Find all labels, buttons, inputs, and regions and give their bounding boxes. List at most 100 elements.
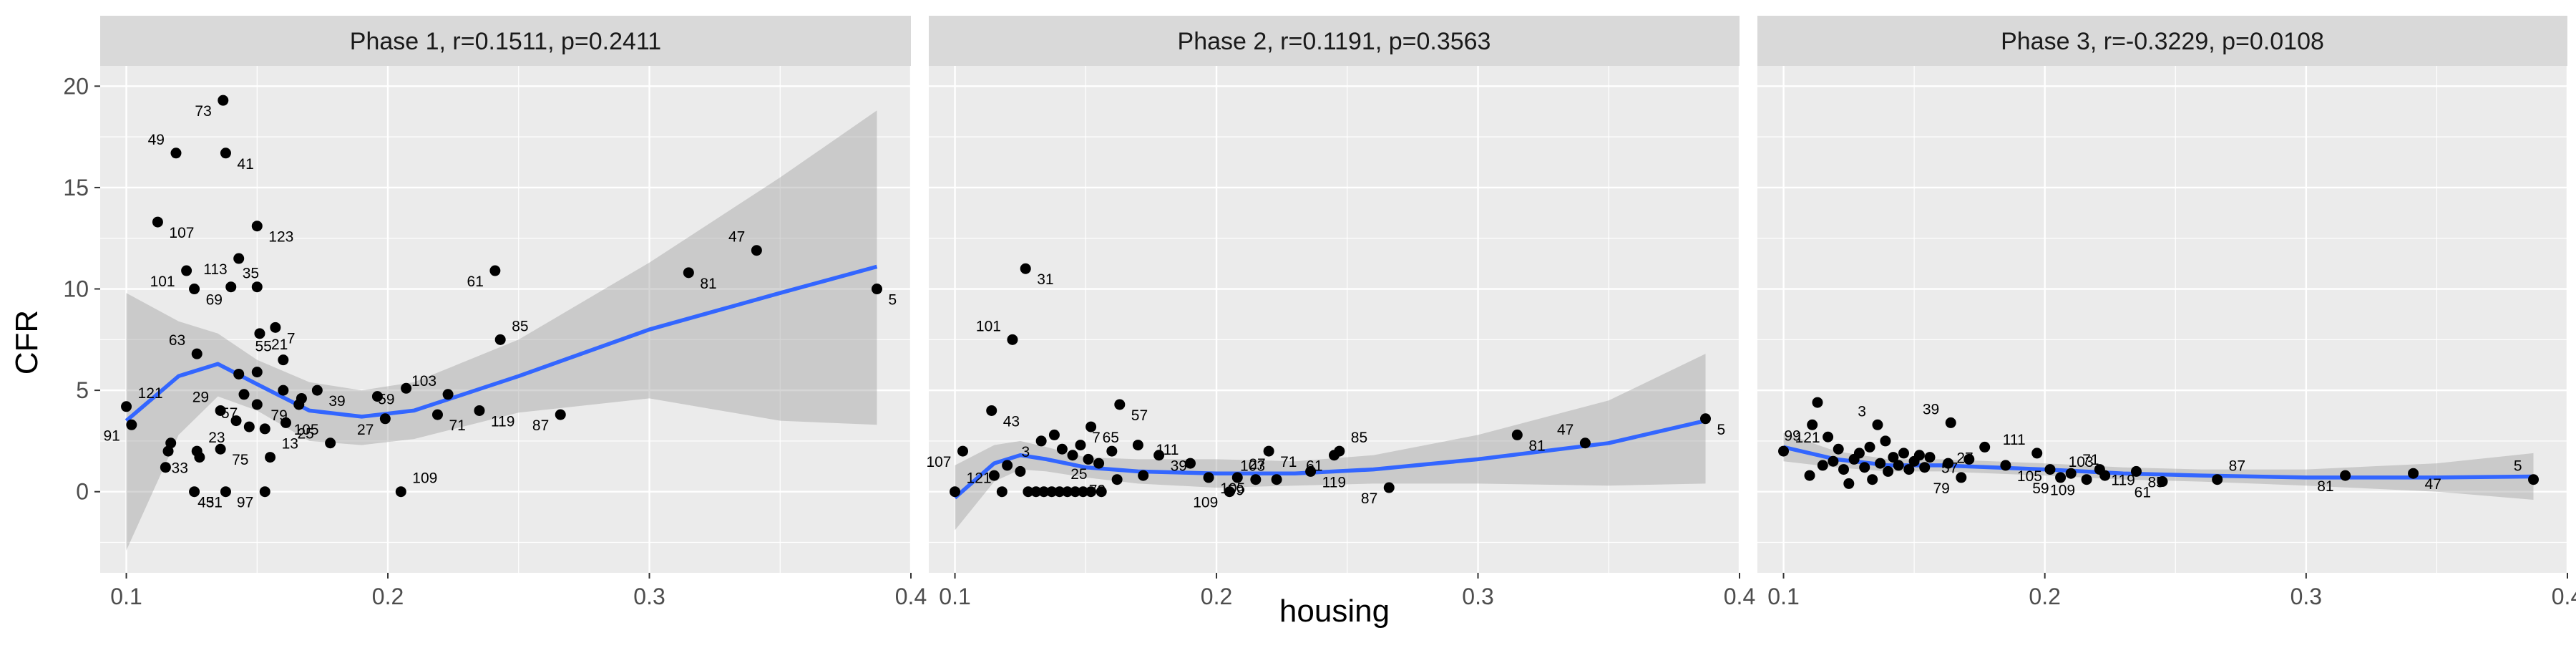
data-point (1020, 263, 1031, 274)
data-point (1804, 470, 1815, 481)
data-point (251, 281, 263, 293)
data-point (215, 443, 226, 455)
data-point (1888, 452, 1899, 463)
data-point (1875, 458, 1886, 469)
point-label: 121 (138, 385, 163, 402)
data-point (1883, 465, 1894, 477)
data-point (1898, 448, 1909, 459)
point-label: 87 (1361, 490, 1377, 507)
data-point (278, 354, 289, 366)
point-label: 23 (208, 430, 225, 446)
data-point (165, 437, 177, 449)
data-point (311, 385, 323, 396)
data-point (2157, 476, 2168, 488)
data-point (215, 405, 226, 416)
y-tick-label: 15 (63, 175, 89, 200)
point-label: 13 (282, 436, 298, 453)
data-point (395, 486, 406, 498)
data-point (181, 265, 192, 276)
point-label: 105 (2017, 468, 2042, 485)
data-point (1096, 486, 1107, 498)
point-label: 81 (1528, 437, 1545, 454)
point-label: 61 (1306, 458, 1322, 475)
y-tick-label: 5 (76, 377, 89, 403)
facet-strip-title: Phase 2, r=0.1191, p=0.3563 (1178, 28, 1491, 55)
y-tick-label: 10 (63, 276, 89, 302)
data-point (218, 95, 229, 106)
data-point (1048, 429, 1060, 440)
plot-panel (100, 66, 911, 573)
data-point (1838, 464, 1850, 475)
data-point (1843, 478, 1855, 489)
data-point (1859, 462, 1870, 473)
data-point (1070, 486, 1081, 498)
point-label: 59 (378, 391, 394, 407)
y-tick-label: 20 (63, 73, 89, 99)
data-point (1067, 450, 1078, 461)
point-label: 121 (1795, 430, 1820, 446)
point-label: 45 (197, 495, 214, 511)
data-point (1778, 445, 1790, 457)
x-tick-label: 0.2 (1201, 584, 1232, 609)
point-label: 87 (2229, 458, 2245, 475)
point-label: 113 (203, 261, 227, 278)
data-point (160, 462, 171, 473)
point-label: 71 (449, 417, 465, 434)
data-point (1056, 443, 1068, 455)
data-point (1817, 460, 1828, 471)
data-point (2000, 460, 2011, 471)
point-label: 63 (169, 332, 185, 349)
data-point (270, 321, 281, 333)
y-tick-label: 0 (76, 479, 89, 505)
data-point (1085, 421, 1097, 432)
data-point (1867, 474, 1878, 485)
data-point (2408, 468, 2419, 479)
data-point (1153, 450, 1165, 461)
x-axis-title: housing (1279, 594, 1390, 629)
point-label: 21 (271, 337, 288, 353)
data-point (1511, 429, 1523, 440)
data-point (1271, 474, 1282, 485)
x-tick-label: 0.1 (939, 584, 970, 609)
data-point (1138, 470, 1149, 481)
confidence-ribbon (955, 354, 1706, 531)
point-label: 31 (1037, 271, 1053, 288)
point-label: 105 (294, 422, 319, 438)
point-label: 65 (1103, 430, 1119, 446)
data-point (1828, 455, 1839, 467)
x-tick-label: 0.2 (372, 584, 404, 609)
point-label: 111 (1156, 442, 1179, 458)
facet-strip (929, 16, 1740, 66)
data-point (1114, 399, 1126, 410)
data-point (1903, 464, 1915, 475)
point-label: 57 (1131, 407, 1148, 424)
x-tick-label: 0.3 (633, 584, 665, 609)
point-label: 103 (2069, 454, 2094, 470)
data-point (162, 445, 174, 457)
point-label: 39 (1171, 458, 1187, 475)
point-label: 27 (1956, 450, 1973, 466)
data-point (1812, 397, 1823, 408)
point-label: 35 (243, 266, 259, 282)
data-point (126, 419, 137, 430)
data-point (1956, 472, 1967, 483)
point-label: 103 (1240, 458, 1265, 475)
facet-strip (100, 16, 911, 66)
data-point (220, 148, 231, 159)
data-point (2212, 474, 2223, 485)
data-point (1823, 431, 1834, 443)
data-point (2340, 470, 2351, 481)
data-point (1833, 443, 1844, 455)
point-label: 29 (192, 389, 209, 405)
point-label: 71 (1280, 454, 1297, 470)
data-point (1963, 453, 1975, 465)
point-label: 47 (2425, 476, 2441, 493)
data-point (950, 486, 961, 498)
point-label: 25 (297, 425, 313, 442)
point-label: 109 (2050, 483, 2075, 499)
data-point (1224, 486, 1235, 498)
point-label: 55 (255, 339, 271, 355)
x-tick-label: 0.1 (110, 584, 142, 609)
data-point (2130, 465, 2142, 477)
point-label: 107 (926, 454, 951, 470)
